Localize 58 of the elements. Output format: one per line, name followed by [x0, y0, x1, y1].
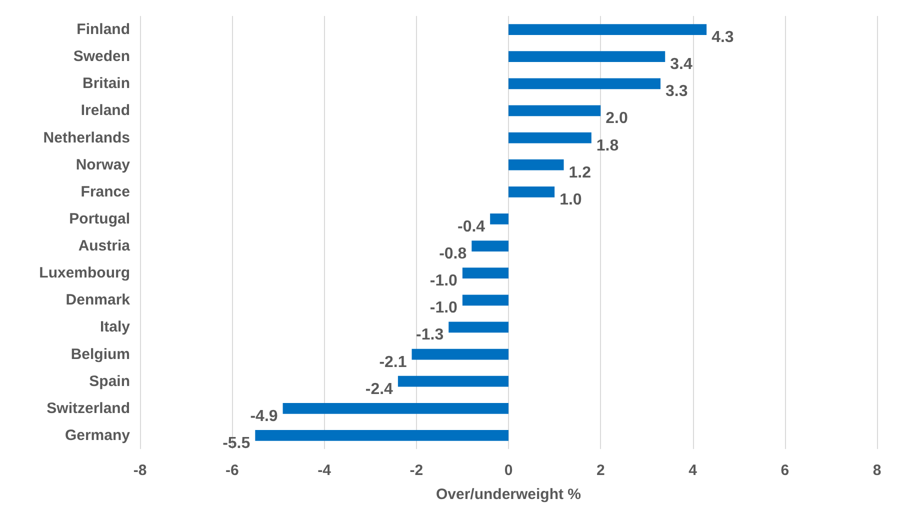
x-tick-label: -4 — [318, 462, 332, 479]
x-tick-label: -6 — [225, 462, 239, 479]
bar — [398, 376, 508, 387]
bar — [472, 240, 508, 252]
data-label: -0.4 — [457, 218, 486, 236]
y-tick-label: Spain — [89, 372, 130, 390]
data-label: 3.4 — [670, 56, 692, 74]
data-label: 1.2 — [568, 164, 592, 182]
y-tick-label: Denmark — [66, 292, 131, 309]
y-tick-label: Finland — [76, 21, 130, 38]
x-axis-title: Over/underweight % — [436, 486, 582, 503]
data-label: -5.5 — [222, 434, 250, 452]
data-label: 1.8 — [596, 137, 619, 154]
y-tick-label: Britain — [82, 75, 130, 92]
x-tick-label: -8 — [133, 462, 147, 479]
y-tick-label: Belgium — [70, 346, 130, 363]
x-tick-label: 6 — [780, 462, 790, 479]
data-label: -1.0 — [430, 272, 458, 290]
data-label: -1.0 — [430, 300, 458, 317]
bar — [508, 132, 592, 144]
bar — [448, 322, 508, 333]
y-tick-label: Italy — [100, 318, 131, 336]
y-tick-label: France — [80, 183, 130, 200]
data-label: -2.4 — [365, 380, 394, 398]
x-tick-label: 2 — [596, 462, 605, 479]
y-tick-label: Germany — [64, 426, 131, 444]
bar — [508, 51, 666, 62]
x-tick-label: 0 — [504, 462, 513, 479]
x-tick-label: -2 — [410, 462, 424, 479]
data-label: -1.3 — [416, 326, 444, 344]
y-tick-label: Ireland — [80, 102, 130, 120]
bar — [508, 159, 564, 170]
y-tick-label: Netherlands — [43, 129, 130, 146]
bar — [490, 214, 508, 224]
y-tick-label: Norway — [76, 156, 131, 174]
bar — [412, 348, 508, 360]
data-label: -0.8 — [439, 246, 467, 263]
bar — [255, 430, 508, 441]
bar — [508, 105, 601, 116]
bar — [508, 24, 707, 35]
bar — [462, 294, 508, 306]
data-label: -4.9 — [250, 408, 278, 425]
bar — [508, 186, 555, 198]
y-tick-label: Switzerland — [46, 400, 130, 417]
y-tick-label: Portugal — [69, 210, 130, 228]
data-label: 2.0 — [606, 110, 628, 128]
data-label: 4.3 — [712, 29, 734, 46]
x-tick-label: 8 — [872, 462, 882, 479]
x-tick-label: 4 — [688, 462, 698, 479]
y-tick-label: Sweden — [73, 48, 130, 66]
bar — [508, 78, 661, 90]
y-tick-label: Luxembourg — [39, 264, 130, 282]
y-tick-label: Austria — [78, 238, 131, 255]
data-label: 1.0 — [560, 191, 582, 208]
data-label: -2.1 — [379, 354, 407, 371]
bar — [282, 402, 508, 414]
data-label: 3.3 — [666, 83, 688, 100]
bar — [462, 268, 508, 279]
